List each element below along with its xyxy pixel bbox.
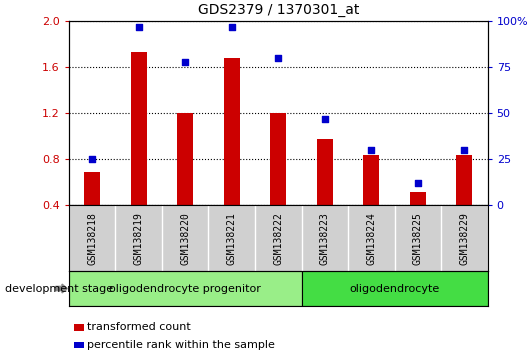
Bar [302, 271, 488, 306]
Text: percentile rank within the sample: percentile rank within the sample [87, 340, 275, 350]
Text: oligodendrocyte: oligodendrocyte [349, 284, 440, 293]
Point [181, 59, 189, 64]
Point [135, 24, 143, 30]
Text: development stage: development stage [5, 284, 113, 293]
Bar [270, 113, 286, 205]
Point [321, 116, 329, 122]
Text: GSM138225: GSM138225 [413, 212, 423, 264]
Text: GSM138220: GSM138220 [180, 212, 190, 264]
Text: GSM138224: GSM138224 [366, 212, 376, 264]
Text: transformed count: transformed count [87, 322, 191, 332]
Point [413, 181, 422, 186]
Point [274, 55, 282, 61]
Text: GSM138219: GSM138219 [134, 212, 144, 264]
Text: GSM138218: GSM138218 [87, 212, 97, 264]
Point [460, 147, 469, 153]
Bar [316, 139, 333, 205]
Text: GSM138229: GSM138229 [460, 212, 470, 264]
Bar [84, 172, 100, 205]
Point [367, 147, 376, 153]
Point [88, 156, 96, 162]
Bar [130, 52, 147, 205]
Text: GSM138223: GSM138223 [320, 212, 330, 264]
Bar [363, 155, 379, 205]
Text: GSM138221: GSM138221 [227, 212, 237, 264]
Text: GSM138222: GSM138222 [273, 212, 283, 264]
Point [227, 24, 236, 30]
Bar [177, 113, 193, 205]
Title: GDS2379 / 1370301_at: GDS2379 / 1370301_at [198, 4, 359, 17]
Bar [410, 192, 426, 205]
Text: oligodendrocyte progenitor: oligodendrocyte progenitor [109, 284, 261, 293]
Bar [224, 58, 240, 205]
Bar [69, 271, 302, 306]
Bar [456, 155, 472, 205]
